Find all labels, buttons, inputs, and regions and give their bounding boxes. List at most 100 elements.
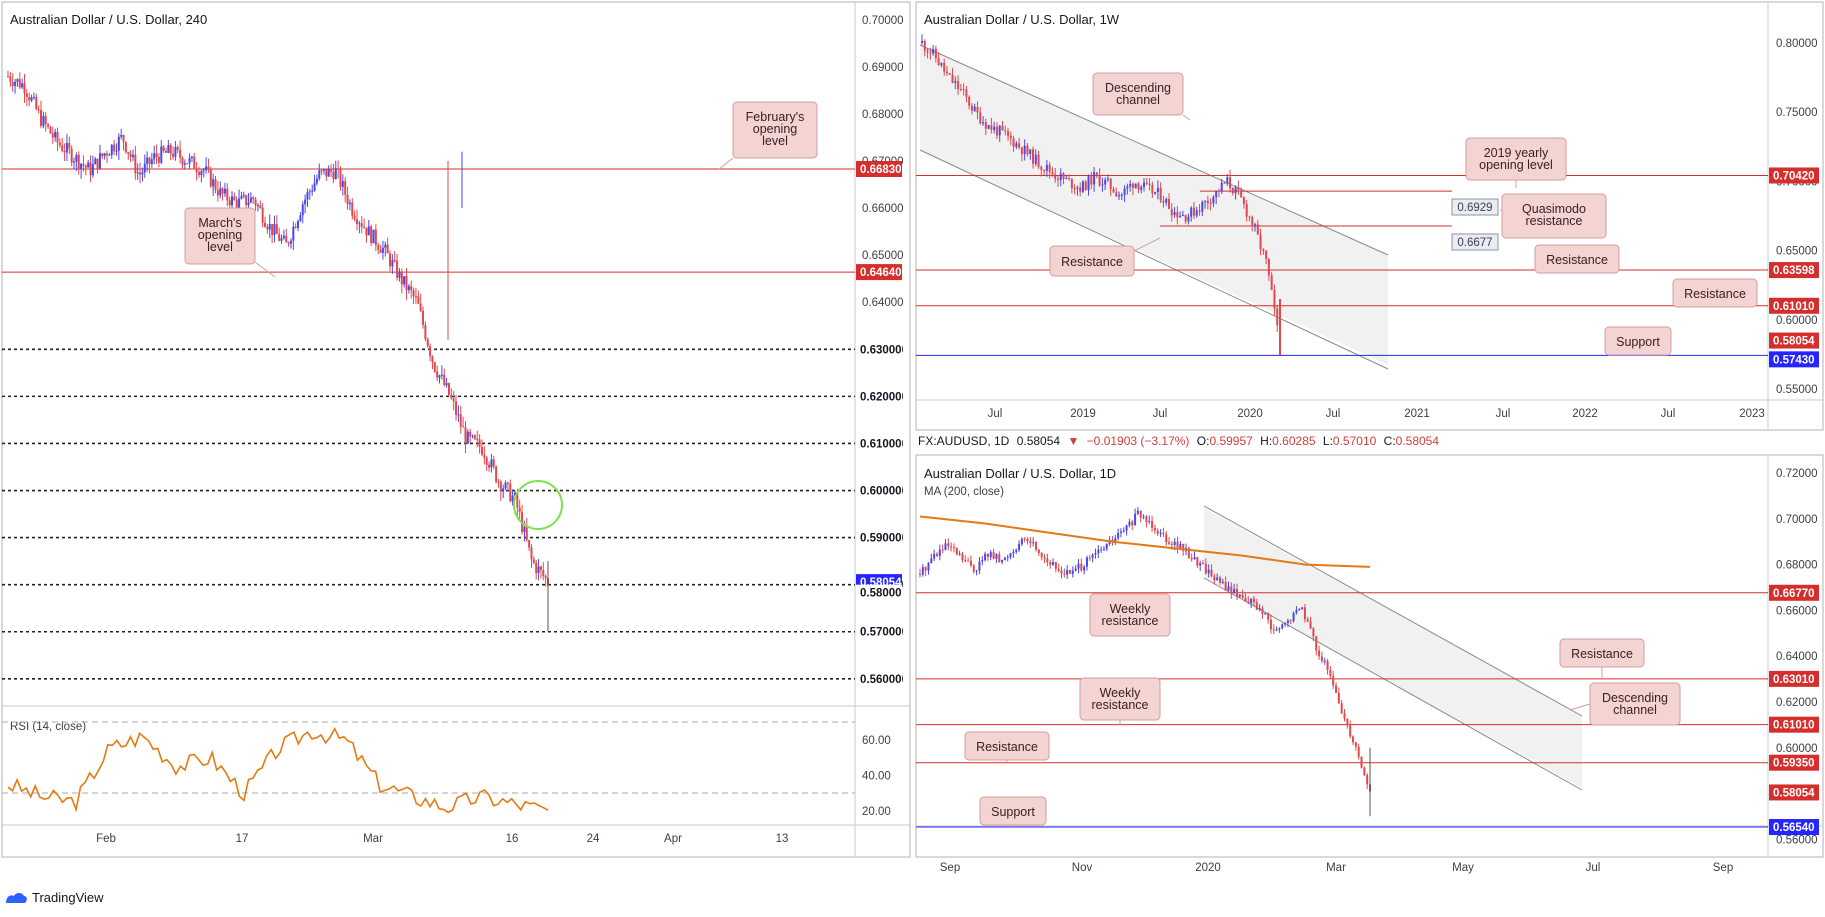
candle [96,158,99,174]
ma-200-line [919,515,1371,568]
candle [1087,174,1090,196]
symbol-label: FX:AUDUSD, 1D [918,434,1010,448]
y-tick-label: 0.72000 [1776,468,1818,480]
candle [951,68,954,84]
candle [1234,185,1237,200]
candle [65,133,68,161]
candle [1131,519,1134,531]
candle [1217,188,1220,198]
left-x-axis[interactable]: Feb 17 Mar 16 24 Apr 13 [96,833,788,845]
candle [1254,222,1257,232]
callout-quasimodo[interactable]: Quasimodo resistance [1500,193,1607,239]
candle [40,100,43,129]
y-tick-label: 0.66000 [862,203,904,215]
highlight-circle [513,480,563,530]
candle [198,166,201,178]
x-tick-label: Jul [1661,408,1676,420]
candle [975,569,978,576]
x-tick-label: Feb [96,833,116,845]
callout-daily-resistance-a[interactable]: Resistance [964,731,1050,761]
callout-march[interactable]: March's opening level [184,207,276,278]
svg-text:0.61000: 0.61000 [860,438,902,450]
candle [1176,536,1179,554]
candle [539,565,542,579]
candle [332,163,335,184]
callout-line: channel [1116,93,1160,107]
high-value: 0.60285 [1272,434,1316,448]
candle [249,192,252,204]
candle [1131,182,1134,196]
callout-weekly-resistance-a[interactable]: Resistance [1049,245,1135,277]
candle [148,156,151,174]
svg-text:0.6677: 0.6677 [1457,237,1492,249]
tag-support-daily: 0.56540 [1769,819,1819,836]
callout-daily-resistance-b[interactable]: Resistance [1559,638,1645,668]
candle [1195,206,1198,218]
candle [987,124,990,130]
candle [1224,576,1227,591]
candle [1004,125,1007,136]
candle [254,196,257,211]
candle [929,47,932,60]
candle [464,421,467,454]
candle [530,544,533,568]
candle [233,192,236,201]
callout-weekly-resistance-c[interactable]: Resistance [1672,278,1758,308]
callout-weekly-support[interactable]: Support [1604,326,1672,356]
candle [1134,508,1137,526]
tradingview-logo[interactable]: TradingView [4,890,104,905]
candle [969,555,972,568]
candle [275,215,278,234]
candle [1190,553,1193,562]
svg-text:Resistance: Resistance [1546,253,1608,267]
candle [422,306,425,329]
candle [970,102,973,115]
candle [245,194,248,209]
candle [70,145,73,167]
candle [1275,626,1278,632]
candle [1167,193,1170,210]
candle [91,155,94,178]
daily-panel[interactable]: Australian Dollar / U.S. Dollar, 1D MA (… [915,454,1824,874]
candle [937,52,940,66]
candle [1069,569,1071,574]
svg-text:0.58000: 0.58000 [860,588,902,600]
callout-daily-support[interactable]: Support [979,796,1047,826]
candle [957,75,960,95]
weekly-x-axis[interactable]: Jul 2019 Jul 2020 Jul 2021 Jul 2022 Jul 2023 [988,408,1765,420]
callout-daily-channel[interactable]: Descending channel [1589,682,1681,726]
candle [1074,565,1077,572]
callout-daily-weekly-res-b[interactable]: Weekly resistance [1079,677,1161,721]
daily-x-axis[interactable]: Sep Nov 2020 Mar May Jul Sep [940,862,1733,874]
candle [384,241,387,257]
x-tick-label: Jul [1586,862,1601,874]
candle [1318,645,1321,660]
candle [353,210,356,222]
callout-daily-weekly-res-a[interactable]: Weekly resistance [1089,593,1171,637]
candle [1360,756,1363,769]
candle [25,88,28,107]
candle [1187,546,1190,559]
candle [1240,187,1243,198]
candle [1267,258,1270,281]
candle [982,116,985,126]
callout-weekly-resistance-b[interactable]: Resistance [1534,244,1620,274]
x-tick-label: 2022 [1572,408,1598,420]
svg-text:0.6929: 0.6929 [1457,202,1492,214]
y-tick-label: 0.62000 [1776,697,1818,709]
candle [1114,534,1117,545]
callout-yearly[interactable]: 2019 yearly opening level [1465,137,1567,181]
candle [374,224,377,252]
candle [1026,537,1029,545]
candle [396,253,399,281]
candle [1276,306,1279,333]
candle [1123,185,1126,202]
candle [995,553,998,564]
weekly-panel[interactable]: Australian Dollar / U.S. Dollar, 1W 0.80… [915,1,1824,431]
daily-y-axis[interactable]: 0.72000 0.70000 0.68000 0.66000 0.64000 0.620… [1776,468,1818,846]
left-panel[interactable]: Australian Dollar / U.S. Dollar, 240 0.7… [1,1,911,858]
callout-weekly-channel[interactable]: Descending channel [1092,72,1184,116]
x-tick-label: 13 [776,833,789,845]
callout-february[interactable]: February's opening level [717,101,818,171]
